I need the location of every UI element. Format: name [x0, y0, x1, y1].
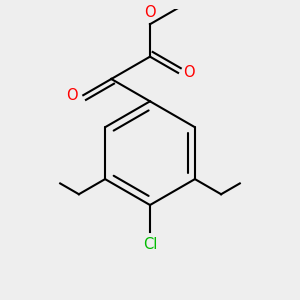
Text: O: O — [183, 65, 195, 80]
Text: O: O — [66, 88, 77, 103]
Text: Cl: Cl — [143, 237, 157, 252]
Text: O: O — [144, 5, 156, 20]
